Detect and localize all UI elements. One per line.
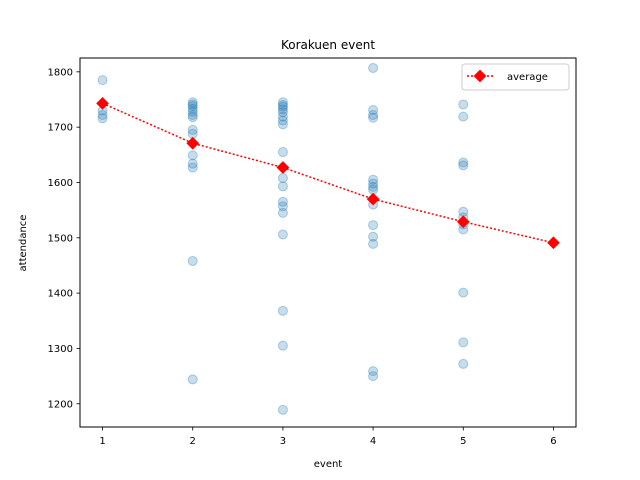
x-axis-ticks: 1 2 3 4 5 6 xyxy=(99,427,557,447)
legend-average-marker xyxy=(473,69,487,83)
x-tick-label: 4 xyxy=(370,436,376,447)
y-tick-label: 1500 xyxy=(48,233,73,244)
average-marker xyxy=(276,161,290,174)
scatter-point xyxy=(97,109,108,120)
scatter-point xyxy=(277,181,288,192)
x-tick-label: 2 xyxy=(190,436,196,447)
y-tick-label: 1800 xyxy=(48,67,73,78)
scatter-point xyxy=(368,62,379,73)
scatter-point xyxy=(187,109,198,120)
x-tick-label: 3 xyxy=(280,436,286,447)
y-tick-label: 1200 xyxy=(48,399,73,410)
average-marker xyxy=(186,136,200,150)
scatter-point xyxy=(277,104,288,115)
scatter-point xyxy=(187,158,198,169)
plot-frame xyxy=(79,57,577,428)
legend-average-label: average xyxy=(507,72,548,83)
scatter-point xyxy=(368,366,379,377)
scatter-point xyxy=(368,238,379,249)
scatter-point xyxy=(187,124,198,135)
chart-title: Korakuen event xyxy=(281,38,375,52)
legend: average xyxy=(461,63,570,91)
scatter-point xyxy=(277,100,288,111)
scatter-point xyxy=(368,105,379,115)
scatter-point xyxy=(187,112,198,123)
scatter-point xyxy=(368,371,379,382)
scatter-point xyxy=(187,97,198,108)
scatter-point xyxy=(277,229,288,240)
scatter-point xyxy=(368,220,379,231)
scatter-point xyxy=(187,103,198,114)
scatter-point xyxy=(458,337,469,348)
scatter-point xyxy=(458,358,469,369)
scatter-point xyxy=(458,287,469,298)
scatter-point xyxy=(277,119,288,130)
x-tick-label: 1 xyxy=(99,436,105,447)
scatter-point xyxy=(458,99,469,110)
scatter-point xyxy=(368,181,379,192)
x-axis-label: event xyxy=(314,459,343,470)
scatter-point xyxy=(277,201,288,212)
scatter-point xyxy=(97,75,108,86)
y-tick-label: 1400 xyxy=(48,289,73,300)
scatter-point xyxy=(187,374,198,385)
y-axis-ticks: 1200 1300 1400 1500 1600 1700 1800 xyxy=(48,67,80,410)
y-tick-label: 1600 xyxy=(48,178,73,189)
scatter-point xyxy=(277,196,288,207)
x-tick-label: 6 xyxy=(550,436,556,447)
y-axis-label: attendance xyxy=(18,215,29,272)
scatter-point xyxy=(277,173,288,184)
legend-frame xyxy=(461,63,570,91)
scatter-point xyxy=(187,150,198,161)
scatter-point xyxy=(368,178,379,189)
x-tick-label: 5 xyxy=(460,436,466,447)
y-tick-label: 1700 xyxy=(48,123,73,134)
scatter-point xyxy=(97,113,108,124)
scatter-point xyxy=(277,107,288,118)
scatter-point xyxy=(277,404,288,415)
scatter-point xyxy=(458,111,469,122)
scatter-points xyxy=(97,62,469,415)
scatter-point xyxy=(368,231,379,242)
scatter-point xyxy=(277,115,288,126)
scatter-point xyxy=(277,340,288,351)
scatter-point xyxy=(277,97,288,108)
y-tick-label: 1300 xyxy=(48,344,73,355)
scatter-point xyxy=(187,256,198,267)
average-marker xyxy=(456,215,470,229)
scatter-point xyxy=(277,305,288,316)
scatter-point xyxy=(277,147,288,158)
scatter-point xyxy=(187,99,198,110)
scatter-point xyxy=(277,207,288,218)
scatter-point xyxy=(277,111,288,122)
average-marker xyxy=(366,192,380,206)
scatter-point xyxy=(277,101,288,112)
scatter-point xyxy=(458,157,469,168)
scatter-point xyxy=(187,106,198,117)
scatter-point xyxy=(458,160,469,171)
scatter-point xyxy=(368,109,379,120)
scatter-point xyxy=(187,162,198,173)
scatter-point xyxy=(187,101,198,112)
scatter-point xyxy=(368,174,379,185)
scatter-point xyxy=(368,112,379,123)
